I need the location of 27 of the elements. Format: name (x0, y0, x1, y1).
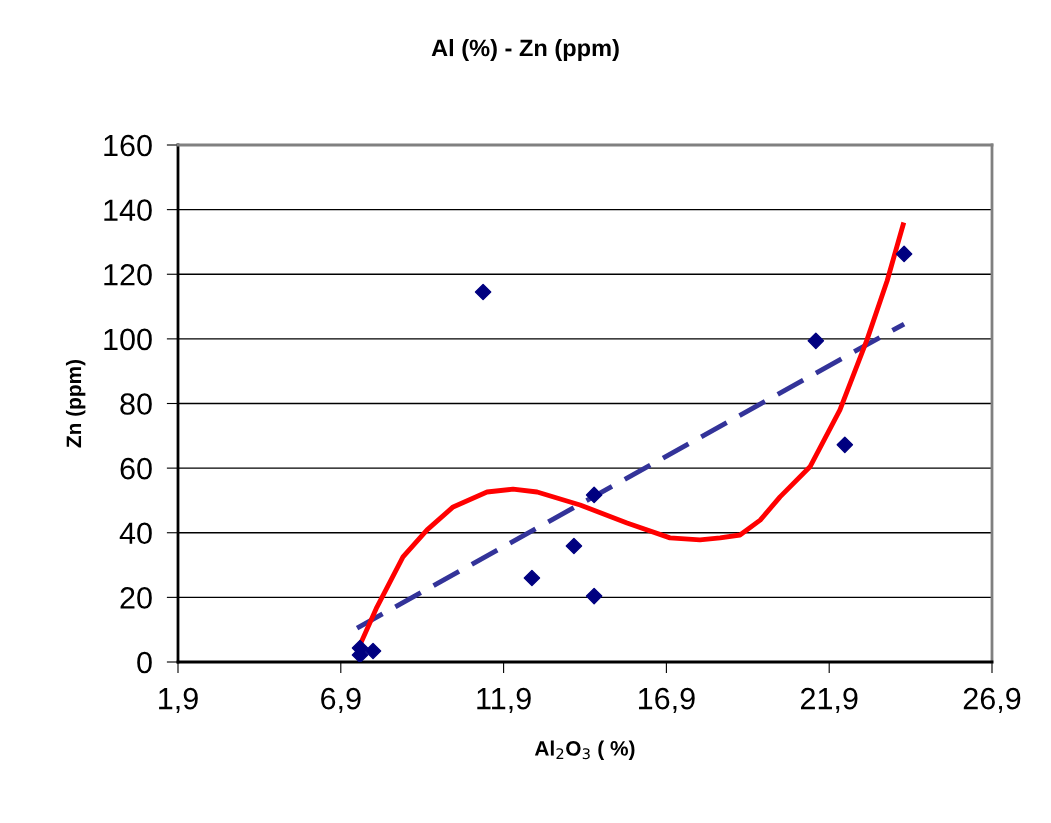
point (895, 245, 913, 263)
y-tick-label: 160 (104, 134, 152, 157)
y-tick-label: 100 (104, 328, 152, 351)
x-tick-label: 16,9 (639, 687, 695, 714)
y-tick-label: 20 (120, 587, 152, 609)
y-axis-title: Zn (ppm) (65, 359, 86, 448)
y-tick-label: 60 (120, 457, 152, 480)
x-axis-title: Al$_{2}$O$_{3}$ ( %) (534, 740, 635, 760)
point (565, 537, 583, 555)
point (523, 569, 541, 587)
x-tick-label: 11,9 (477, 687, 531, 714)
x-tick-label: 1,9 (159, 687, 198, 714)
y-tick-label: 0 (137, 651, 152, 674)
point (585, 587, 603, 605)
y-tick-label: 40 (119, 522, 152, 545)
y-tick-label: 120 (104, 263, 152, 286)
point (364, 642, 382, 660)
point (807, 332, 825, 350)
x-tick-label: 6,9 (321, 687, 361, 714)
chart-title: Al (%) - Zn (ppm) (431, 39, 619, 61)
y-tick-label: 80 (120, 393, 152, 415)
point (585, 486, 603, 504)
x-tick-label: 21,9 (801, 687, 858, 714)
x-tick-label: 26,9 (963, 687, 1021, 714)
point (836, 436, 854, 454)
point (474, 283, 492, 301)
y-tick-label: 140 (104, 199, 152, 221)
